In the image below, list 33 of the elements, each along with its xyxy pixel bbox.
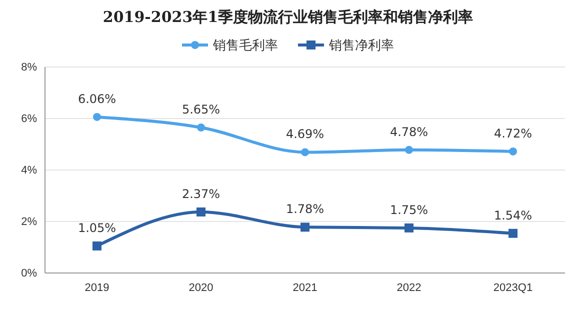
x-tick-label: 2021 (292, 282, 318, 294)
data-label: 4.72% (494, 126, 532, 140)
data-label: 1.54% (494, 208, 532, 222)
point (92, 241, 102, 250)
point (196, 207, 206, 216)
point (301, 148, 309, 156)
data-label: 1.75% (390, 202, 428, 217)
data-label: 4.78% (390, 124, 428, 139)
point (509, 147, 517, 156)
point (405, 146, 413, 154)
x-tick-label: 2019 (84, 282, 110, 294)
point (300, 222, 310, 232)
y-tick-label: 4% (21, 164, 38, 177)
data-label: 4.69% (286, 127, 324, 142)
x-tick-label: 2022 (396, 282, 422, 294)
x-tick-label: 2020 (188, 282, 214, 294)
data-label: 6.06% (78, 92, 116, 106)
x-tick-label: 2023Q1 (493, 282, 533, 294)
data-label: 1.05% (78, 220, 116, 235)
point (404, 223, 414, 232)
data-label: 5.65% (182, 102, 220, 117)
y-tick-label: 6% (21, 113, 38, 126)
legend-label: 销售净利率 (328, 38, 394, 54)
y-tick-label: 0% (21, 268, 38, 280)
data-label: 1.78% (286, 202, 324, 216)
y-tick-label: 8% (21, 62, 38, 74)
point (508, 228, 518, 238)
y-tick-label: 2% (21, 216, 38, 228)
point (197, 124, 205, 132)
data-label: 2.37% (182, 186, 220, 201)
legend-label: 销售毛利率 (212, 38, 278, 54)
chart-title: 2019-2023年1季度物流行业销售毛利率和销售净利率 (102, 8, 474, 26)
point (93, 112, 101, 121)
